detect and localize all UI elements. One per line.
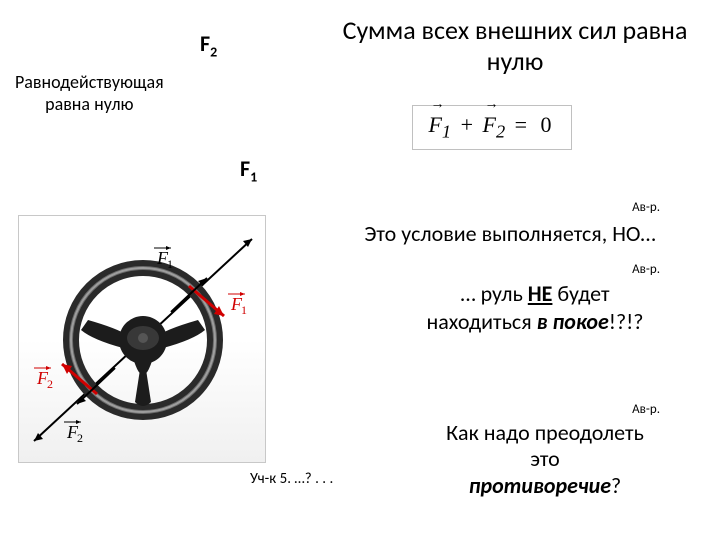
condition-text: Это условие выполняется, НО… [325, 220, 695, 247]
f2-letter: F [200, 30, 210, 57]
f2-sub: 2 [210, 43, 217, 60]
wheel-not: НЕ [528, 280, 553, 307]
f1-sub: 1 [250, 168, 257, 185]
overcome-l1: Как надо преодолеть [385, 420, 705, 446]
svg-text:1: 1 [241, 303, 247, 317]
avr-2: Ав-р. [632, 262, 660, 277]
eq-eq: = [515, 112, 527, 137]
steering-wheel-figure: F 1 F 1 F 2 F 2 [18, 215, 266, 463]
avr-3: Ав-р. [632, 402, 660, 417]
svg-text:2: 2 [77, 431, 83, 445]
resultant-line2: равна нулю [15, 94, 164, 116]
eq-f2: F2 [483, 112, 506, 142]
wheel-l2a: находиться [426, 308, 536, 335]
equation: F1 + F2 = 0 [428, 112, 555, 142]
resultant-caption: Равнодействующая равна нулю [15, 72, 164, 115]
resultant-line1: Равнодействующая [15, 72, 164, 94]
uch-text: Уч-к 5. …? . . . [250, 470, 333, 488]
svg-text:1: 1 [167, 257, 173, 271]
eq-f2-sub: 2 [496, 122, 505, 142]
page-title: Сумма всех внешних сил равна нулю [340, 15, 690, 77]
overcome-l3b: ? [611, 472, 621, 499]
svg-text:2: 2 [47, 377, 53, 391]
wheel-l1b: будет [552, 280, 609, 307]
wheel-l2b: в покое [537, 308, 609, 335]
eq-zero: 0 [541, 112, 552, 137]
eq-f2-letter: F [483, 112, 496, 137]
eq-plus: + [461, 112, 473, 137]
wheel-text: … руль НЕ будет находиться в покое!?!? [380, 280, 690, 335]
overcome-l2: это [385, 446, 705, 472]
f2-label: F2 [200, 30, 217, 60]
wheel-svg: F 1 F 1 F 2 F 2 [19, 216, 267, 464]
wheel-l1a: … руль [460, 280, 527, 307]
f1-letter: F [240, 155, 250, 182]
overcome-text: Как надо преодолеть это противоречие? [385, 420, 705, 499]
eq-f1-letter: F [428, 112, 441, 137]
eq-f1: F1 [428, 112, 451, 142]
avr-1: Ав-р. [632, 200, 660, 215]
overcome-l3a: противоречие [469, 472, 611, 499]
eq-f1-sub: 1 [442, 122, 451, 142]
equation-box: F1 + F2 = 0 [412, 105, 572, 150]
wheel-l2c: !?!? [609, 308, 644, 335]
f1-label: F1 [240, 155, 257, 185]
